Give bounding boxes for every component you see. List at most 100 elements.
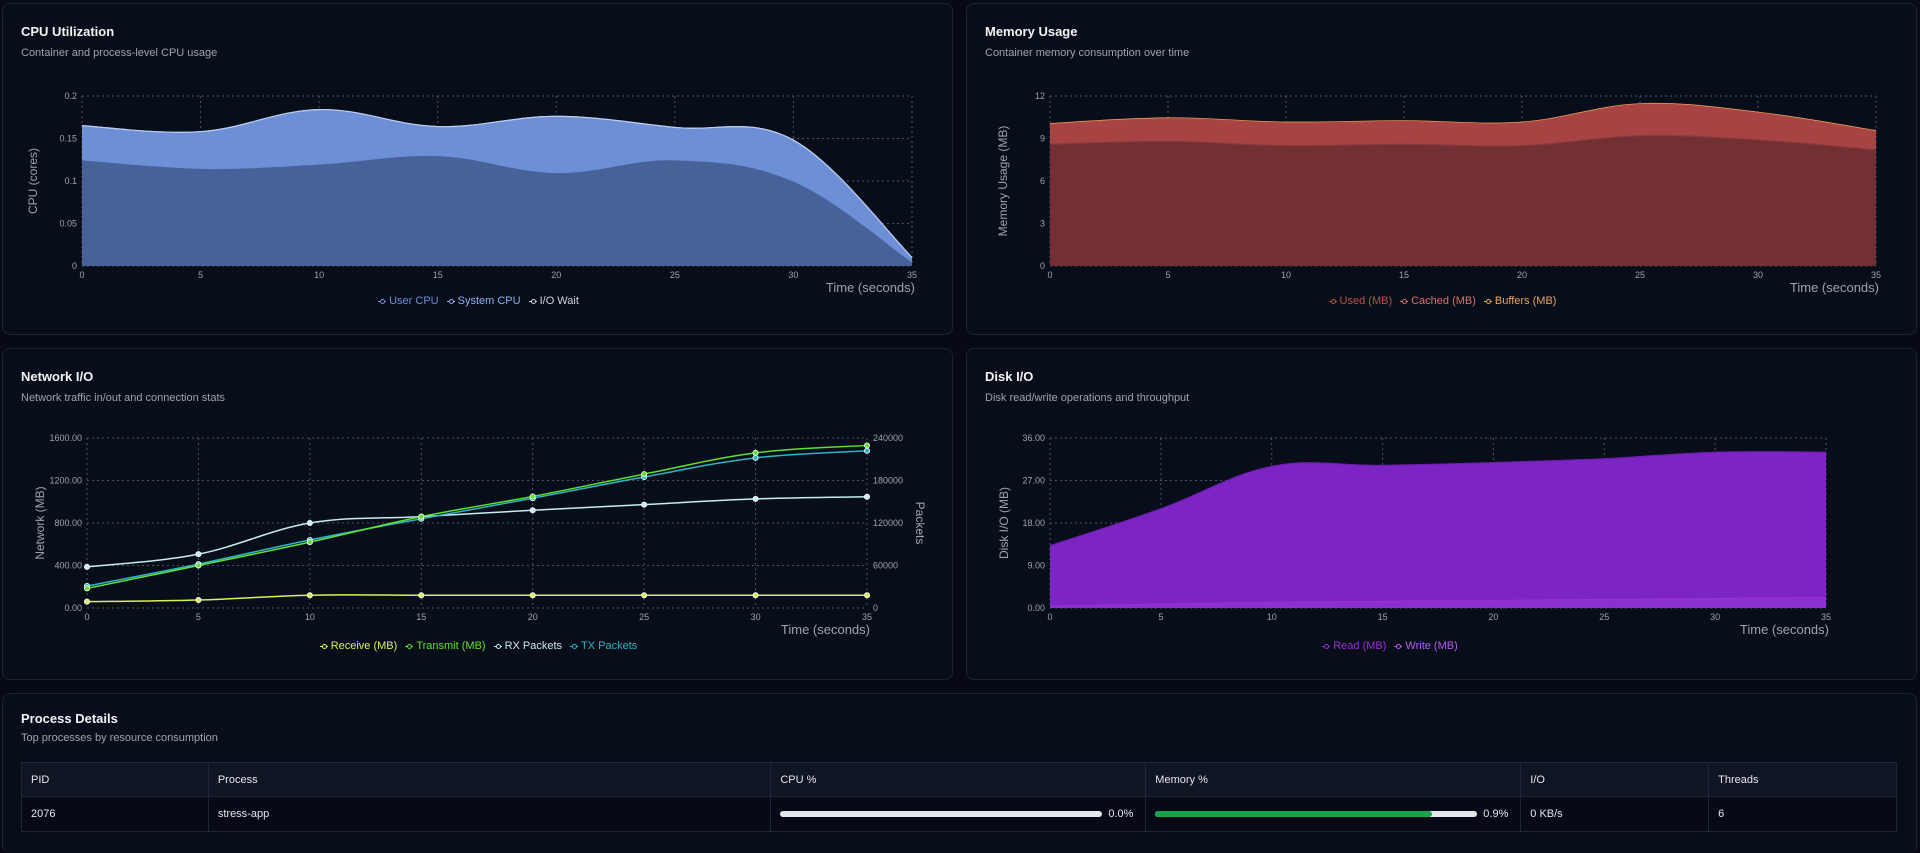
point-rx-packets [306,519,313,526]
y-tick-label: 0 [72,261,77,271]
legend-system-cpu-label: System CPU [457,295,521,307]
point-receive-mb- [84,598,91,605]
x-tick-label: 5 [1158,612,1163,622]
y-tick-label: 9.00 [1027,561,1045,571]
y-tick-label: 0.00 [64,603,82,613]
y-axis-label: Disk I/O (MB) [997,487,1011,559]
y-tick-label: 1200.00 [49,476,82,486]
legend-used[interactable]: Used (MB) [1328,295,1392,307]
col-cpu[interactable]: CPU % [770,762,1147,797]
x-tick-label: 0 [1047,270,1052,280]
col-pid[interactable]: PID [21,762,209,797]
disk-legend: Read (MB) Write (MB) [967,640,1813,652]
col-memory[interactable]: Memory % [1145,762,1522,797]
y2-tick-label: 60000 [873,561,898,571]
legend-io-wait[interactable]: I/O Wait [528,295,579,307]
legend-write-label: Write (MB) [1405,640,1458,652]
legend-tx-packets[interactable]: TX Packets [570,640,637,652]
x-tick-label: 30 [788,270,798,280]
memory-progress-fill [1155,811,1433,817]
point-transmit-mb- [306,539,313,546]
x-tick-label: 15 [1378,612,1388,622]
point-tx-packets [752,454,759,461]
point-receive-mb- [195,597,202,604]
legend-rx-packets-label: RX Packets [504,640,563,652]
memory-percent: 0.9% [1483,808,1509,820]
legend-tx-packets-label: TX Packets [581,640,638,652]
table-row[interactable]: 2076 stress-app 0.0% 0.9% 0 KB/s 6 [21,796,1897,832]
point-rx-packets [84,563,91,570]
disk-title: Disk I/O [985,369,1034,384]
point-receive-mb- [306,592,313,599]
legend-user-cpu[interactable]: User CPU [378,295,439,307]
legend-write[interactable]: Write (MB) [1394,640,1458,652]
line-buffers-mb- [1049,102,1877,132]
x-tick-label: 15 [433,270,443,280]
y-tick-label: 800.00 [54,518,82,528]
memory-card: Memory Usage Container memory consumptio… [966,3,1917,335]
x-tick-label: 5 [198,270,203,280]
process-table: PID Process CPU % Memory % I/O Threads 2… [21,762,1897,832]
y-axis-label: Network (MB) [33,486,47,559]
point-rx-packets [864,493,871,500]
x-tick-label: 25 [1599,612,1609,622]
point-rx-packets [641,501,648,508]
y-tick-label: 9 [1040,134,1045,144]
network-subtitle: Network traffic in/out and connection st… [21,392,226,404]
point-transmit-mb- [752,449,759,456]
y-tick-label: 400.00 [54,561,82,571]
y-tick-label: 0.05 [59,219,77,229]
legend-rx-packets[interactable]: RX Packets [493,640,563,652]
col-threads[interactable]: Threads [1708,762,1897,797]
cell-cpu: 0.0% [770,796,1147,832]
legend-buffers[interactable]: Buffers (MB) [1483,295,1557,307]
point-rx-packets [752,495,759,502]
x-tick-label: 0 [79,270,84,280]
point-receive-mb- [418,592,425,599]
memory-progress-bar [1155,811,1478,817]
process-subtitle: Top processes by resource consumption [21,732,218,744]
legend-receive[interactable]: Receive (MB) [319,640,397,652]
x-tick-label: 15 [1399,270,1409,280]
legend-io-wait-label: I/O Wait [539,295,579,307]
col-io[interactable]: I/O [1520,762,1710,797]
point-tx-packets [864,447,871,454]
network-card: Network I/O Network traffic in/out and c… [2,348,953,680]
x-tick-label: 20 [528,612,538,622]
point-receive-mb- [529,592,536,599]
area-write-mb- [1050,451,1826,608]
x-tick-label: 0 [84,612,89,622]
legend-read[interactable]: Read (MB) [1322,640,1386,652]
line-used-mb- [1049,134,1877,151]
legend-user-cpu-label: User CPU [389,295,439,307]
disk-card: Disk I/O Disk read/write operations and … [966,348,1917,680]
col-process[interactable]: Process [207,762,772,797]
line-rx-packets [86,496,868,568]
y-tick-label: 36.00 [1022,433,1045,443]
x-tick-label: 35 [862,612,872,622]
x-tick-label: 25 [1635,270,1645,280]
cpu-subtitle: Container and process-level CPU usage [21,47,218,59]
memory-chart: 0 5 10 15 20 25 30 35 0 3 6 9 12 Time (seconds) Memory… [996,91,1881,295]
cpu-legend: User CPU System CPU I/O Wait [3,295,954,307]
line-read-mb- [1049,597,1827,607]
x-tick-label: 10 [1281,270,1291,280]
y2-tick-label: 0 [873,603,878,613]
process-title: Process Details [21,711,118,726]
network-chart: 0 5 10 15 20 25 30 35 0.00 400.00 800.00 1200.00 160… [33,433,927,637]
disk-subtitle: Disk read/write operations and throughpu… [985,392,1190,404]
line-write-mb- [1049,451,1827,547]
memory-subtitle: Container memory consumption over time [985,47,1190,59]
x-tick-label: 30 [1753,270,1763,280]
y2-tick-label: 180000 [873,476,903,486]
x-tick-label: 30 [1710,612,1720,622]
x-tick-label: 35 [1871,270,1881,280]
x-axis-label: Time (seconds) [781,622,870,637]
legend-transmit[interactable]: Transmit (MB) [405,640,486,652]
area-user-cpu [82,155,912,266]
legend-buffers-label: Buffers (MB) [1494,295,1557,307]
x-tick-label: 5 [1165,270,1170,280]
legend-system-cpu[interactable]: System CPU [446,295,521,307]
legend-cached[interactable]: Cached (MB) [1400,295,1476,307]
x-tick-label: 20 [1517,270,1527,280]
